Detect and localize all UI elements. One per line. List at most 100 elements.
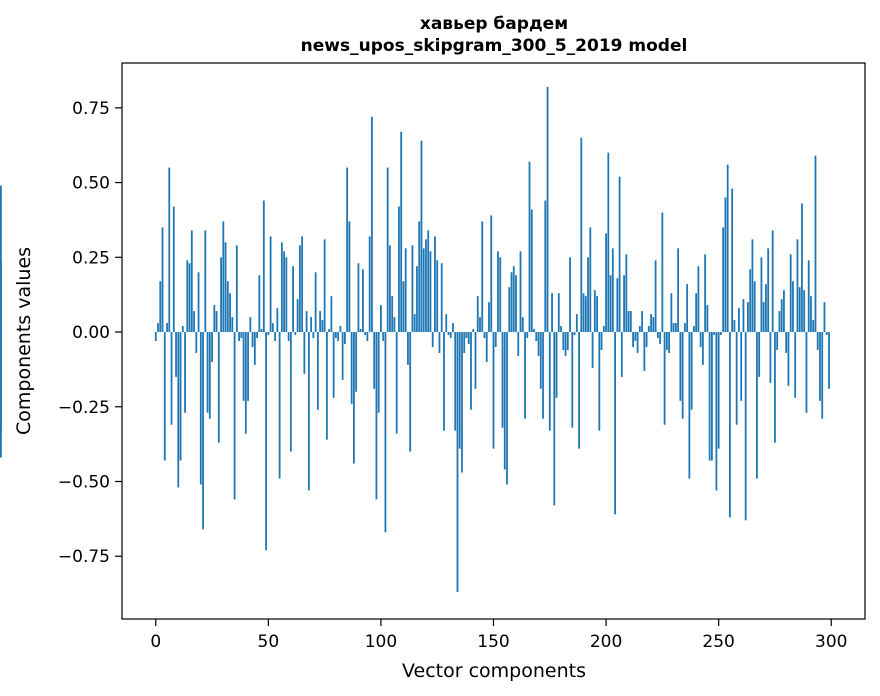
bar-90 [357, 263, 360, 333]
bar-42 [249, 317, 252, 333]
bar-165 [526, 332, 529, 339]
bar-253 [724, 197, 727, 333]
bar-178 [555, 332, 558, 398]
bar-81 [337, 332, 340, 341]
bar-295 [819, 332, 821, 401]
bar-57 [283, 251, 286, 333]
bar-105 [391, 296, 394, 333]
bar-217 [643, 332, 646, 371]
bar-64 [298, 245, 301, 333]
bar-30 [222, 221, 225, 333]
bar-126 [438, 332, 441, 353]
bar-104 [389, 245, 391, 333]
bar-84 [344, 332, 346, 344]
bar-16 [190, 230, 193, 333]
bar-26 [213, 305, 216, 333]
bar-89 [355, 332, 358, 392]
bar-272 [767, 248, 770, 333]
bar-231 [674, 323, 677, 333]
bar-41 [247, 332, 249, 401]
bar-252 [722, 227, 725, 333]
bar-118 [420, 140, 423, 333]
bar-162 [519, 251, 522, 333]
bar-155 [503, 332, 506, 470]
bar-158 [510, 272, 513, 333]
bar-29 [220, 257, 222, 333]
bar-227 [665, 332, 668, 350]
bar-233 [679, 332, 682, 401]
bar-83 [341, 332, 344, 380]
bar-222 [654, 260, 657, 333]
bar-131 [449, 332, 452, 339]
bar-160 [515, 275, 517, 333]
bar-58 [285, 257, 288, 333]
bar-135 [458, 332, 461, 449]
bar-142 [474, 332, 477, 389]
y-tick-label: 0.75 [72, 99, 110, 119]
bar-232 [677, 248, 680, 333]
bar-175 [548, 332, 551, 431]
bar-254 [726, 164, 729, 333]
bar-39 [242, 332, 245, 401]
bar-133 [454, 332, 457, 431]
bar-206 [618, 176, 621, 333]
bar-157 [508, 287, 511, 333]
bar-298 [825, 332, 828, 336]
bar-163 [521, 317, 524, 333]
y-tick-label: 0.25 [72, 248, 110, 268]
bar-94 [366, 332, 369, 341]
bar-4 [163, 332, 166, 461]
bar-299 [828, 332, 830, 389]
bar-210 [627, 311, 630, 333]
bar-207 [620, 332, 623, 377]
bar-47 [260, 329, 263, 333]
bar-143 [476, 296, 479, 333]
bar-108 [398, 206, 400, 333]
bar-174 [546, 86, 549, 333]
bar-25 [211, 332, 213, 362]
bar-147 [485, 332, 488, 362]
bar-28 [217, 332, 220, 443]
bar-114 [411, 245, 414, 333]
bar-115 [413, 314, 416, 333]
bar-296 [821, 332, 824, 419]
bar-297 [823, 302, 826, 333]
bar-137 [463, 332, 466, 353]
chart-title-line-1: хавьер бардем [420, 14, 568, 34]
bar-120 [425, 239, 427, 333]
bar-119 [422, 248, 425, 333]
bar-179 [557, 293, 560, 333]
bar-164 [524, 332, 526, 419]
bar-undefined [0, 185, 2, 333]
bar-223 [656, 332, 659, 339]
bar-161 [517, 332, 520, 356]
bar-199 [602, 326, 605, 333]
bar-256 [731, 188, 734, 333]
bar-127 [440, 263, 443, 333]
bar-7 [170, 332, 173, 425]
bar-294 [816, 332, 819, 350]
bar-280 [785, 332, 788, 353]
bar-107 [395, 332, 398, 434]
bar-268 [758, 332, 761, 377]
bar-71 [314, 272, 317, 333]
bar-67 [305, 311, 308, 333]
bar-24 [208, 332, 211, 419]
bar-62 [294, 332, 297, 336]
bar-278 [780, 299, 783, 333]
bar-54 [276, 308, 279, 333]
bar-87 [350, 332, 353, 404]
bar-5 [166, 323, 168, 333]
bar-151 [494, 332, 497, 347]
y-tick-label: −0.25 [58, 398, 110, 418]
bar-37 [238, 332, 240, 341]
bar-188 [578, 332, 580, 449]
bar-235 [683, 323, 686, 333]
bar-136 [461, 332, 463, 473]
bar-124 [434, 236, 436, 333]
bar-46 [258, 275, 261, 333]
bar-200 [605, 233, 607, 333]
bar-208 [623, 275, 625, 333]
bar-93 [364, 332, 367, 336]
bar-13 [184, 332, 186, 413]
